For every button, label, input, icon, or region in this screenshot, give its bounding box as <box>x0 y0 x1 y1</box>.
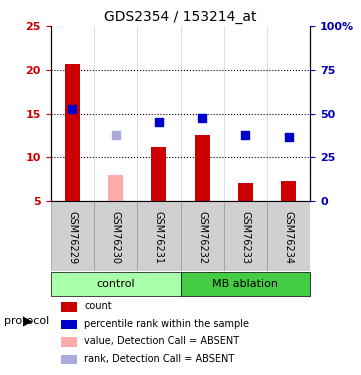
Point <box>156 119 162 125</box>
Bar <box>137 201 180 270</box>
Text: protocol: protocol <box>4 316 49 326</box>
Bar <box>61 355 77 364</box>
Text: GSM76231: GSM76231 <box>154 211 164 264</box>
Point <box>69 106 75 112</box>
Text: GSM76232: GSM76232 <box>197 211 207 264</box>
Bar <box>108 175 123 201</box>
Bar <box>61 320 77 330</box>
Point <box>199 115 205 121</box>
Bar <box>65 64 80 201</box>
Text: GSM76233: GSM76233 <box>240 211 251 264</box>
Text: rank, Detection Call = ABSENT: rank, Detection Call = ABSENT <box>84 354 235 364</box>
Bar <box>267 201 310 270</box>
Bar <box>61 337 77 347</box>
Text: GSM76234: GSM76234 <box>284 211 294 264</box>
Text: GSM76229: GSM76229 <box>67 211 77 264</box>
Point <box>286 134 292 140</box>
Point <box>113 132 118 138</box>
FancyBboxPatch shape <box>180 272 310 296</box>
Bar <box>238 183 253 201</box>
Bar <box>195 135 210 201</box>
Title: GDS2354 / 153214_at: GDS2354 / 153214_at <box>104 10 257 24</box>
Bar <box>51 201 94 270</box>
FancyBboxPatch shape <box>51 272 180 296</box>
Text: GSM76230: GSM76230 <box>110 211 121 264</box>
Bar <box>180 201 224 270</box>
Text: ▶: ▶ <box>23 314 33 327</box>
Bar <box>151 147 166 201</box>
Bar <box>94 201 137 270</box>
Text: percentile rank within the sample: percentile rank within the sample <box>84 319 249 329</box>
Text: value, Detection Call = ABSENT: value, Detection Call = ABSENT <box>84 336 239 346</box>
Point <box>243 132 248 138</box>
Text: MB ablation: MB ablation <box>213 279 278 289</box>
Text: control: control <box>96 279 135 289</box>
Bar <box>224 201 267 270</box>
Bar <box>281 181 296 201</box>
Text: count: count <box>84 302 112 311</box>
Bar <box>61 302 77 312</box>
